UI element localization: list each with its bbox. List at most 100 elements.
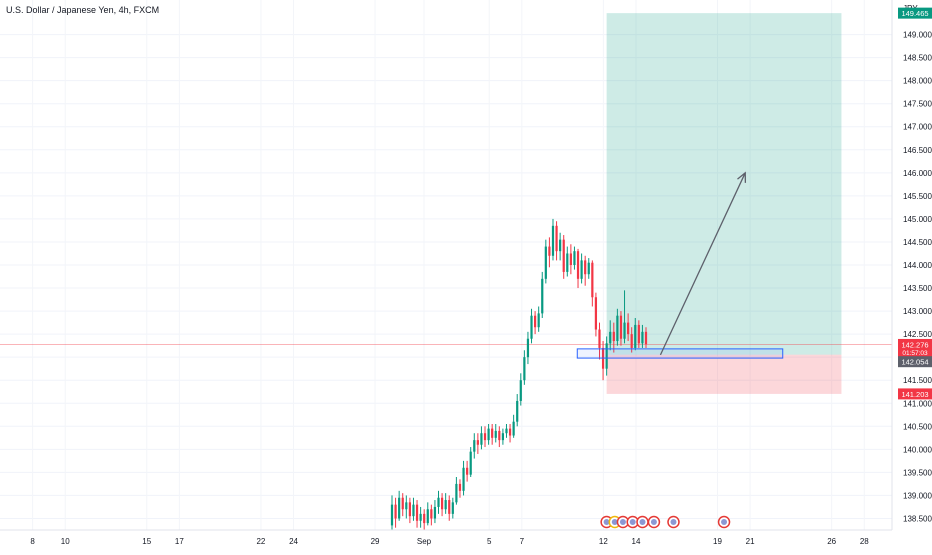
candle	[555, 221, 558, 261]
candle	[630, 327, 633, 353]
candle	[437, 490, 440, 514]
x-tick-label: 21	[746, 537, 755, 546]
candle	[480, 426, 483, 450]
y-tick-label: 146.000	[903, 169, 932, 178]
x-tick-label: 19	[713, 537, 722, 546]
x-tick-label: Sep	[417, 537, 432, 546]
candle-body	[423, 513, 426, 524]
event-icon-flag	[629, 519, 636, 525]
candle	[394, 497, 397, 528]
y-tick-label: 149.000	[903, 31, 932, 40]
candle	[562, 235, 565, 279]
candle	[462, 460, 465, 496]
y-tick-label: 147.000	[903, 123, 932, 132]
target-price-label-value: 149.465	[901, 9, 928, 18]
candle	[576, 248, 580, 289]
candle	[444, 493, 447, 514]
candle-body	[480, 433, 483, 445]
candle	[476, 433, 479, 454]
x-tick-label: 17	[175, 537, 184, 546]
economic-event-icon[interactable]	[636, 515, 649, 529]
y-tick-label: 143.000	[903, 307, 932, 316]
candle-body	[523, 357, 526, 381]
economic-event-icon[interactable]	[717, 515, 731, 529]
candle	[408, 497, 411, 524]
y-tick-label: 142.500	[903, 330, 932, 339]
x-tick-label: 12	[599, 537, 608, 546]
current-price-label-bg	[898, 338, 932, 357]
economic-event-icon[interactable]	[647, 515, 661, 529]
x-tick-label: 22	[256, 537, 265, 546]
candle-body	[619, 315, 623, 339]
y-tick-label: 147.500	[903, 100, 932, 109]
candle	[523, 350, 526, 385]
candle-body	[555, 225, 558, 252]
candle-body	[408, 502, 411, 517]
candle	[466, 460, 469, 482]
entry-price-label-value: 142.054	[901, 358, 928, 367]
y-tick-label: 141.000	[903, 399, 932, 408]
candle-body	[466, 467, 469, 475]
candle	[516, 394, 519, 427]
candle-body	[426, 509, 429, 524]
candle-body	[437, 497, 440, 507]
candle	[412, 497, 415, 521]
stop-price-label-value: 141.203	[901, 390, 928, 399]
candle	[451, 497, 454, 519]
candle	[530, 308, 533, 344]
candle-body	[444, 500, 447, 510]
candle-body	[566, 253, 569, 272]
candle	[580, 253, 583, 284]
economic-event-icon[interactable]	[626, 515, 639, 529]
candle	[623, 290, 626, 344]
candle-body	[634, 324, 637, 348]
candle-body	[544, 246, 547, 279]
candle-body	[612, 331, 615, 342]
candle-body	[440, 497, 444, 510]
event-icons[interactable]	[600, 515, 731, 529]
entry-price-label-bg	[898, 356, 932, 368]
candle	[605, 336, 608, 376]
event-icon-flag	[611, 519, 618, 525]
candle-body	[630, 334, 633, 348]
x-tick-label: 8	[30, 537, 35, 546]
x-tick-label: 24	[289, 537, 298, 546]
economic-event-icon[interactable]	[667, 515, 680, 529]
candle-body	[530, 315, 533, 339]
candle-body	[498, 430, 501, 441]
candle	[587, 258, 590, 279]
candle-body	[569, 253, 572, 265]
y-tick-label: 139.500	[903, 468, 932, 477]
event-icon-flag	[670, 519, 677, 525]
candle	[519, 373, 522, 406]
event-icon-flag	[650, 519, 657, 525]
candle	[584, 255, 587, 286]
candle-body	[451, 502, 454, 514]
candle	[616, 308, 619, 346]
candle-body	[462, 467, 465, 491]
candle	[598, 322, 601, 360]
candle-body	[594, 297, 598, 330]
x-tick-label: 7	[520, 537, 525, 546]
candle	[569, 244, 572, 275]
candle-body	[605, 343, 608, 369]
candle-body	[394, 504, 397, 519]
candle	[512, 414, 515, 438]
candle-body	[505, 428, 508, 434]
candle	[430, 504, 433, 526]
candle-body	[401, 497, 404, 510]
candle	[566, 246, 569, 277]
candle-body	[419, 513, 422, 521]
stop-price-label-bg	[898, 388, 932, 400]
candle-body	[487, 428, 490, 441]
candle	[419, 506, 422, 528]
entry-price-label: 142.054	[898, 356, 932, 368]
candle	[483, 426, 487, 448]
candle-body	[609, 331, 612, 344]
candle	[390, 495, 394, 530]
candle-body	[641, 331, 644, 344]
